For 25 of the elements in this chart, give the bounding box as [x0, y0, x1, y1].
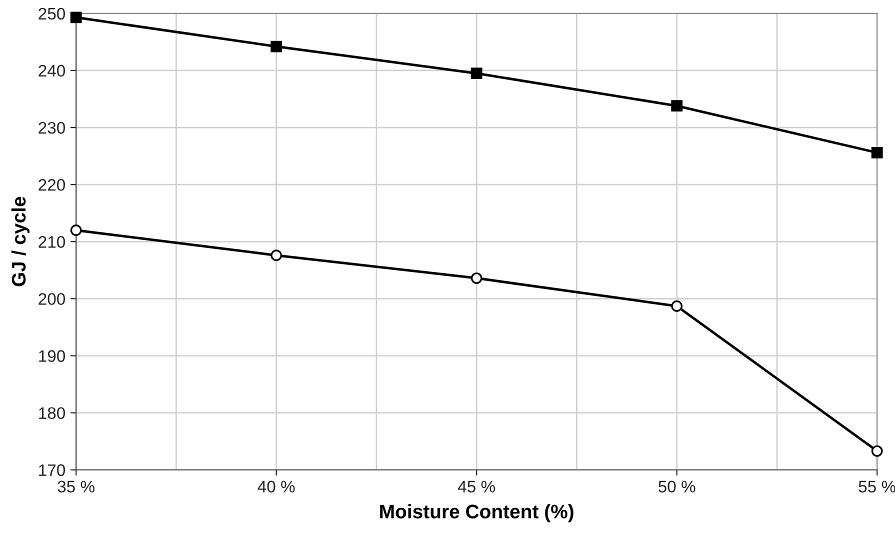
point [871, 146, 883, 158]
y-tick-label: 200 [38, 293, 66, 305]
y-tick-label: 240 [38, 64, 66, 77]
y-tick-label: 210 [38, 236, 66, 248]
y-tick-label: 220 [38, 178, 66, 191]
x-tick-label: 35 % [58, 480, 94, 493]
x-tick-label: 45 % [458, 480, 495, 493]
y-tick-label: 180 [39, 407, 66, 420]
point [470, 272, 482, 284]
point [470, 68, 482, 80]
point [270, 250, 282, 262]
x-tick-label: 50 % [658, 480, 696, 493]
point [270, 40, 282, 52]
point [871, 445, 883, 457]
y-tick-label: 170 [39, 464, 66, 476]
y-tick-label: 250 [38, 8, 66, 20]
point [671, 300, 683, 312]
y-tick-label: 190 [39, 350, 66, 362]
point [671, 100, 683, 112]
y-axis-title: GJ / cycle [11, 196, 30, 286]
x-tick-label: 40 % [258, 480, 295, 493]
point [70, 224, 82, 236]
y-tick-label: 230 [38, 122, 66, 134]
point [70, 12, 82, 24]
x-axis-title: Moisture Content (%) [380, 504, 574, 522]
